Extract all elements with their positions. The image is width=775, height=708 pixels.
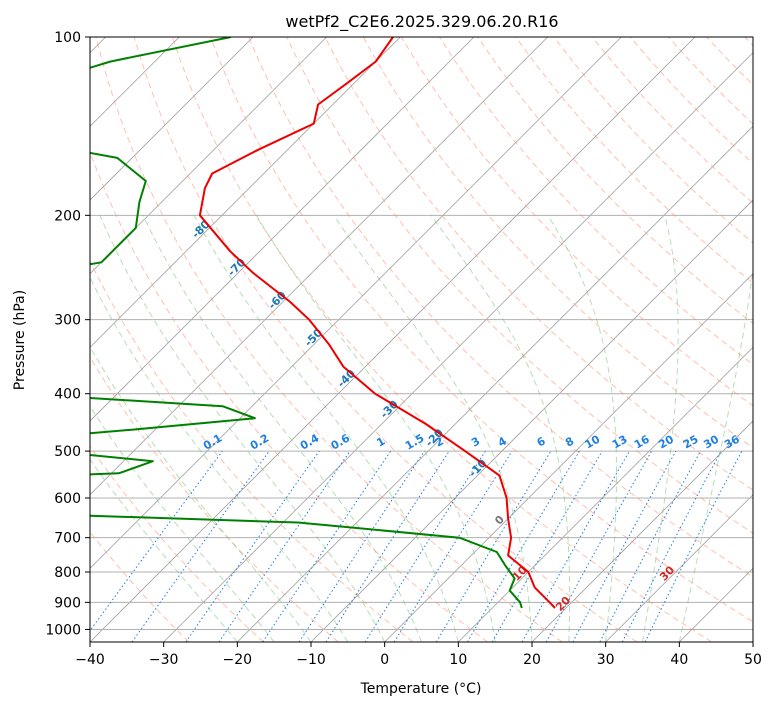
dry-adiabat <box>90 356 339 642</box>
isotherm-line <box>90 37 622 569</box>
mixing-ratio-line <box>262 450 392 642</box>
y-tick-label: 200 <box>54 208 81 224</box>
y-tick-label: 100 <box>54 30 81 46</box>
x-tick-label: −30 <box>149 652 179 668</box>
isotherm-line <box>90 37 475 422</box>
dry-adiabat <box>90 259 414 642</box>
moist-adiabat <box>642 215 679 642</box>
temperature-profile-line <box>198 37 556 609</box>
x-tick-label: 40 <box>670 652 688 668</box>
moist-adiabat <box>90 405 275 642</box>
y-tick-label: 1000 <box>45 622 81 638</box>
x-tick-label: 0 <box>380 652 389 668</box>
y-axis-label: Pressure (hPa) <box>12 290 28 390</box>
dry-adiabat <box>515 37 753 284</box>
mixing-ratio-line <box>572 450 677 642</box>
x-tick-label: −10 <box>296 652 326 668</box>
moist-adiabat <box>193 215 459 642</box>
x-tick-label: −20 <box>223 652 253 668</box>
moist-adiabat <box>547 215 617 642</box>
mixing-ratio-line <box>298 450 425 642</box>
chart-title: wetPf2_C2E6.2025.329.06.20.R16 <box>285 12 558 32</box>
y-tick-label: 900 <box>54 595 81 611</box>
isotherm-line <box>90 37 548 496</box>
y-tick-label: 300 <box>54 313 81 329</box>
y-tick-label: 600 <box>54 491 81 507</box>
moist-adiabat <box>90 458 238 642</box>
isotherm-line <box>90 37 401 348</box>
isotherm-line <box>531 420 753 642</box>
moist-adiabat <box>430 215 571 642</box>
y-tick-label: 500 <box>54 444 81 460</box>
moist-adiabat <box>90 345 312 642</box>
isotherm-line <box>605 494 753 642</box>
x-tick-label: −40 <box>75 652 105 668</box>
x-tick-label: 50 <box>744 652 762 668</box>
mixing-ratio-line <box>185 450 320 642</box>
isotherm-line <box>90 37 327 275</box>
y-tick-label: 400 <box>54 387 81 403</box>
mixing-ratio-line <box>218 450 351 642</box>
dry-adiabat <box>210 37 753 623</box>
moist-adiabat <box>99 215 386 642</box>
moist-adiabat <box>142 215 422 642</box>
dry-adiabat <box>324 37 753 491</box>
dry-adiabat <box>171 37 712 642</box>
moist-adiabat <box>333 215 533 642</box>
y-tick-label: 700 <box>54 531 81 547</box>
x-tick-label: 30 <box>597 652 615 668</box>
mixing-ratio-line <box>90 450 223 632</box>
isotherm-line <box>237 125 753 642</box>
y-tick-label: 800 <box>54 565 81 581</box>
dry-adiabat <box>90 445 264 642</box>
moist-adiabat <box>678 265 753 642</box>
dry-adiabat <box>248 37 753 578</box>
isotherm-line <box>384 273 753 642</box>
x-tick-label: 10 <box>449 652 467 668</box>
x-axis: −40 −30 −20 −10 0 10 20 30 40 50 <box>75 642 762 668</box>
isotherm-line <box>90 37 254 201</box>
dry-adiabat <box>133 37 638 642</box>
axes-frame <box>89 36 754 643</box>
y-axis: 100 200 300 400 500 600 700 800 900 1000 <box>45 30 90 638</box>
mixing-ratio-line <box>131 450 270 642</box>
x-tick-label: 20 <box>523 652 541 668</box>
dry-adiabat <box>286 37 753 534</box>
dry-adiabat <box>95 37 563 642</box>
dewpoint-profile-line <box>90 37 523 609</box>
mixing-ratio-line <box>325 450 450 642</box>
mixing-ratio-line <box>545 450 653 642</box>
isotherm-line <box>163 52 753 642</box>
isotherm-line <box>458 346 753 642</box>
x-axis-label: Temperature (°C) <box>360 681 482 697</box>
mixing-ratio-line <box>521 450 630 642</box>
mixing-ratio-line <box>393 450 513 642</box>
mixing-ratio-line <box>644 450 743 642</box>
